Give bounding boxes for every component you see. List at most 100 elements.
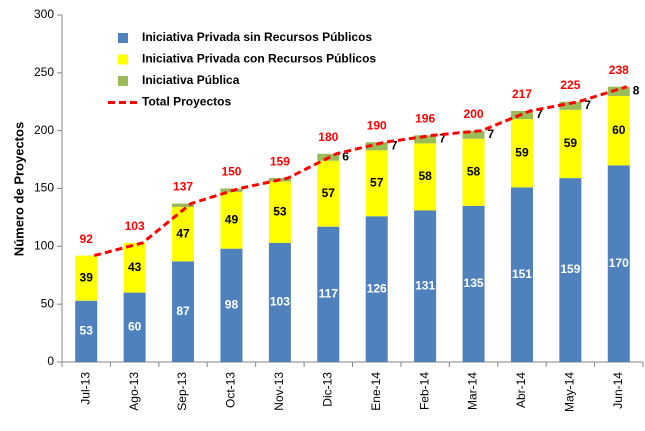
x-tick-label: May-14 (563, 372, 577, 412)
data-label: 59 (564, 136, 578, 150)
total-line (93, 85, 628, 258)
data-label: 47 (176, 226, 190, 240)
x-tick-label: Sep-13 (175, 372, 189, 411)
data-label: 7 (536, 107, 543, 121)
total-label: 200 (464, 107, 484, 121)
data-label: 43 (128, 260, 142, 274)
total-label: 137 (173, 180, 193, 194)
total-label: 190 (367, 118, 387, 132)
x-tick-label: Nov-13 (272, 372, 286, 411)
data-label: 7 (439, 132, 446, 146)
bar-segment (123, 242, 146, 293)
y-tick-label: 150 (34, 181, 54, 195)
y-axis-label: Número de Proyectos (11, 122, 26, 256)
x-tick-label: Ene-14 (369, 372, 383, 411)
bar-segment (462, 130, 485, 139)
bar-segment (317, 226, 340, 362)
bar-segment (414, 210, 437, 362)
bar-segment (317, 160, 340, 227)
y-tick-label: 200 (34, 123, 54, 137)
total-label: 225 (560, 78, 580, 92)
data-label: 117 (319, 287, 339, 301)
bar-segment (559, 178, 582, 362)
legend-label: Iniciativa Privada sin Recursos Públicos (142, 30, 372, 44)
x-tick-label: Dic-13 (320, 372, 334, 407)
legend-swatch (118, 33, 128, 43)
legend-swatch (118, 54, 128, 65)
bar-segment (607, 95, 630, 166)
y-tick-label: 100 (34, 239, 54, 253)
data-label: 159 (560, 262, 580, 276)
bar-segment (510, 119, 533, 188)
bar-segment (268, 242, 291, 362)
x-tick-label: Mar-14 (466, 372, 480, 410)
data-label: 151 (512, 267, 532, 281)
bar-segment (268, 181, 291, 243)
total-label: 159 (270, 154, 290, 168)
total-label: 180 (318, 130, 338, 144)
total-label: 103 (125, 219, 145, 233)
bar-segment (559, 109, 582, 179)
bar-segment (365, 142, 388, 151)
data-label: 103 (270, 295, 290, 309)
y-tick-label: 50 (41, 296, 55, 310)
bar-segment (462, 205, 485, 362)
x-tick-label: Oct-13 (224, 372, 238, 408)
data-label: 98 (225, 297, 239, 311)
bar-segment (365, 150, 388, 217)
data-label: 170 (609, 256, 629, 270)
bar-segment (462, 138, 485, 206)
data-label: 39 (80, 270, 94, 284)
legend-label: Total Proyectos (142, 95, 231, 109)
y-tick-label: 250 (34, 65, 54, 79)
data-label: 135 (464, 276, 484, 290)
bar-segment (559, 101, 582, 110)
bar-segment (220, 248, 243, 362)
legend-label: Iniciativa Privada con Recursos Públicos (142, 52, 376, 66)
data-label: 49 (225, 212, 239, 226)
total-label: 150 (221, 165, 241, 179)
bar-segment (75, 300, 98, 362)
data-label: 59 (515, 145, 529, 159)
legend-swatch (118, 76, 128, 86)
data-label: 8 (633, 84, 640, 98)
total-label: 196 (415, 111, 435, 125)
total-label: 238 (609, 63, 629, 77)
data-label: 7 (584, 98, 591, 112)
bar-segment (607, 86, 630, 96)
x-tick-label: Jun-14 (611, 372, 625, 409)
data-label: 57 (370, 175, 384, 189)
data-label: 126 (367, 281, 387, 295)
data-label: 58 (418, 169, 432, 183)
bar-segment (414, 143, 437, 211)
x-tick-label: Abr-14 (514, 372, 528, 408)
bar-segment (365, 216, 388, 362)
bar-segment (220, 191, 243, 249)
data-label: 6 (342, 149, 349, 163)
data-label: 131 (415, 278, 435, 292)
bar-segment (75, 255, 98, 301)
legend-label: Iniciativa Pública (142, 73, 240, 87)
data-label: 87 (176, 304, 190, 318)
y-tick-label: 300 (34, 7, 54, 21)
bar-segment (510, 187, 533, 362)
bar-segment (414, 135, 437, 144)
x-tick-label: Feb-14 (417, 372, 431, 410)
data-label: 57 (322, 186, 336, 200)
total-label: 217 (512, 87, 532, 101)
bar-segment (123, 292, 146, 362)
bar-segment (172, 207, 195, 262)
data-label: 60 (128, 319, 142, 333)
total-label: 92 (80, 232, 94, 246)
bar-segment (172, 261, 195, 362)
x-tick-label: Jul-13 (78, 372, 92, 405)
data-label: 7 (391, 138, 398, 152)
x-tick-label: Ago-13 (127, 372, 141, 411)
data-label: 53 (80, 324, 94, 338)
y-tick-label: 0 (47, 354, 54, 368)
data-label: 7 (488, 127, 495, 141)
data-label: 58 (467, 164, 481, 178)
data-label: 53 (273, 204, 287, 218)
bar-segment (607, 165, 630, 362)
